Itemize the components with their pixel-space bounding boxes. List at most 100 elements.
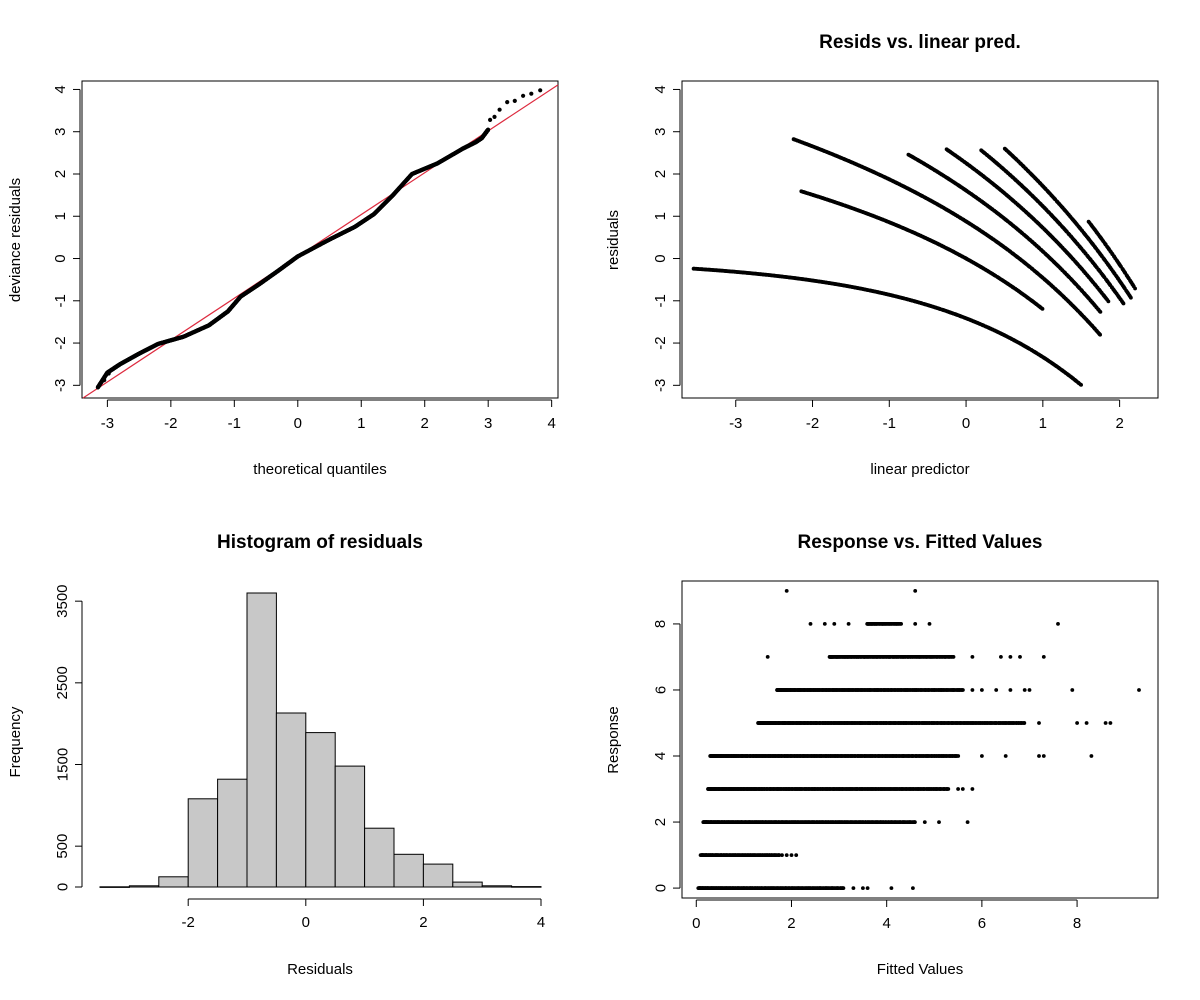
response-point (794, 853, 799, 857)
response-point (911, 886, 915, 890)
resid-x-tick-label: 0 (962, 415, 970, 432)
qq-y-tick-label: 1 (52, 212, 69, 220)
resid-y-tick-label: 1 (652, 212, 669, 220)
histogram-bar (334, 765, 366, 888)
histogram-xlabel: Residuals (287, 961, 353, 978)
resids-plot-title: Resids vs. linear pred. (819, 32, 1021, 53)
qq-point (488, 117, 493, 122)
resid-y-tick-label: -3 (652, 379, 669, 392)
histogram-bar (422, 863, 454, 888)
resid-y-tick-label: -2 (652, 336, 669, 349)
response-vs-fitted-panel: Response vs. Fitted Values Fitted Values… (605, 532, 1159, 978)
response-point (956, 787, 960, 791)
qq-point (538, 88, 543, 93)
response-point (970, 787, 975, 791)
histogram-ylabel: Frequency (7, 706, 24, 777)
histogram-panel: Histogram of residuals Residuals Frequen… (7, 532, 545, 978)
response-point (1037, 754, 1041, 758)
histogram-bar (275, 712, 307, 888)
response-point (922, 820, 927, 824)
response-point (851, 886, 856, 890)
qq-x-tick-label: -2 (164, 415, 177, 432)
response-point (913, 820, 917, 824)
resid-x-tick-label: -1 (883, 415, 896, 432)
qq-point (521, 93, 526, 98)
qq-point (497, 107, 502, 112)
response-point (861, 886, 865, 890)
hist-x-tick-label: 4 (537, 914, 545, 931)
resid-point (1098, 310, 1103, 314)
hist-x-tick-label: -2 (182, 914, 195, 931)
hist-x-tick-label: 2 (419, 914, 427, 931)
hist-y-tick-label: 3500 (54, 584, 71, 617)
qq-y-tick-label: 4 (52, 85, 69, 93)
resid-y-tick-label: 3 (652, 128, 669, 136)
resid-point (1133, 286, 1137, 291)
response-point (956, 754, 961, 758)
response-plot-ylabel: Response (605, 706, 622, 774)
response-point (965, 820, 970, 824)
qq-x-tick-label: -3 (101, 415, 114, 432)
response-point (946, 787, 951, 791)
resid-point (1098, 332, 1102, 337)
response-point (1089, 754, 1094, 758)
histogram-bar (158, 876, 189, 888)
qq-reference-line (82, 84, 559, 399)
response-point (1041, 754, 1046, 758)
response-plot-xlabel: Fitted Values (877, 961, 963, 978)
qq-point (529, 91, 534, 96)
response-point (777, 853, 781, 857)
response-point (784, 853, 789, 857)
hist-y-tick-label: 500 (54, 834, 71, 859)
response-point (960, 787, 965, 791)
resid-x-tick-label: -2 (806, 415, 819, 432)
histogram-bar (481, 885, 513, 888)
histogram-bar (187, 798, 219, 888)
hist-y-tick-label: 0 (54, 883, 71, 891)
histogram-bar (452, 881, 483, 888)
histogram-bar (128, 885, 160, 888)
hist-x-tick-label: 0 (302, 914, 310, 931)
resid-point (1040, 307, 1045, 311)
resid-point (1106, 299, 1111, 304)
qq-y-tick-label: -1 (52, 294, 69, 307)
resid-point (1079, 383, 1083, 387)
resid-x-tick-label: 2 (1115, 415, 1123, 432)
response-plot-frame (681, 580, 1159, 899)
qq-x-tick-label: 0 (294, 415, 302, 432)
response-point (865, 886, 870, 890)
hist-y-tick-label: 1500 (54, 748, 71, 781)
qq-point (505, 100, 510, 105)
histogram-bar (246, 592, 277, 888)
histogram-bar (217, 778, 248, 888)
resid-y-tick-label: -1 (652, 294, 669, 307)
qq-x-tick-label: 3 (484, 415, 492, 432)
qq-plot-ylabel: deviance residuals (7, 178, 24, 302)
response-point (780, 853, 784, 857)
resids-plot-frame (681, 80, 1159, 399)
resid-y-tick-label: 4 (652, 85, 669, 93)
histogram-bar (393, 853, 424, 888)
response-point (841, 886, 846, 890)
resid-x-tick-label: 1 (1039, 415, 1047, 432)
resid-y-tick-label: 0 (652, 254, 669, 262)
qq-x-tick-label: 1 (357, 415, 365, 432)
histogram-bar (99, 886, 130, 888)
response-point (937, 820, 941, 824)
histogram-bar (305, 732, 336, 888)
resids-plot-xlabel: linear predictor (870, 461, 969, 478)
qq-y-tick-label: 2 (52, 170, 69, 178)
qq-point (102, 378, 107, 383)
qq-plot-panel: theoretical quantiles deviance residuals… (7, 80, 559, 478)
qq-point (106, 371, 111, 376)
qq-x-tick-label: -1 (228, 415, 241, 432)
qq-y-tick-label: 3 (52, 128, 69, 136)
response-point (889, 886, 894, 890)
histogram-bar (511, 886, 542, 888)
qq-point (486, 127, 491, 132)
response-plot-title: Response vs. Fitted Values (798, 532, 1043, 553)
qq-plot-frame (81, 80, 559, 399)
qq-y-tick-label: -3 (52, 379, 69, 392)
hist-y-tick-label: 2500 (54, 666, 71, 699)
response-point (789, 853, 794, 857)
